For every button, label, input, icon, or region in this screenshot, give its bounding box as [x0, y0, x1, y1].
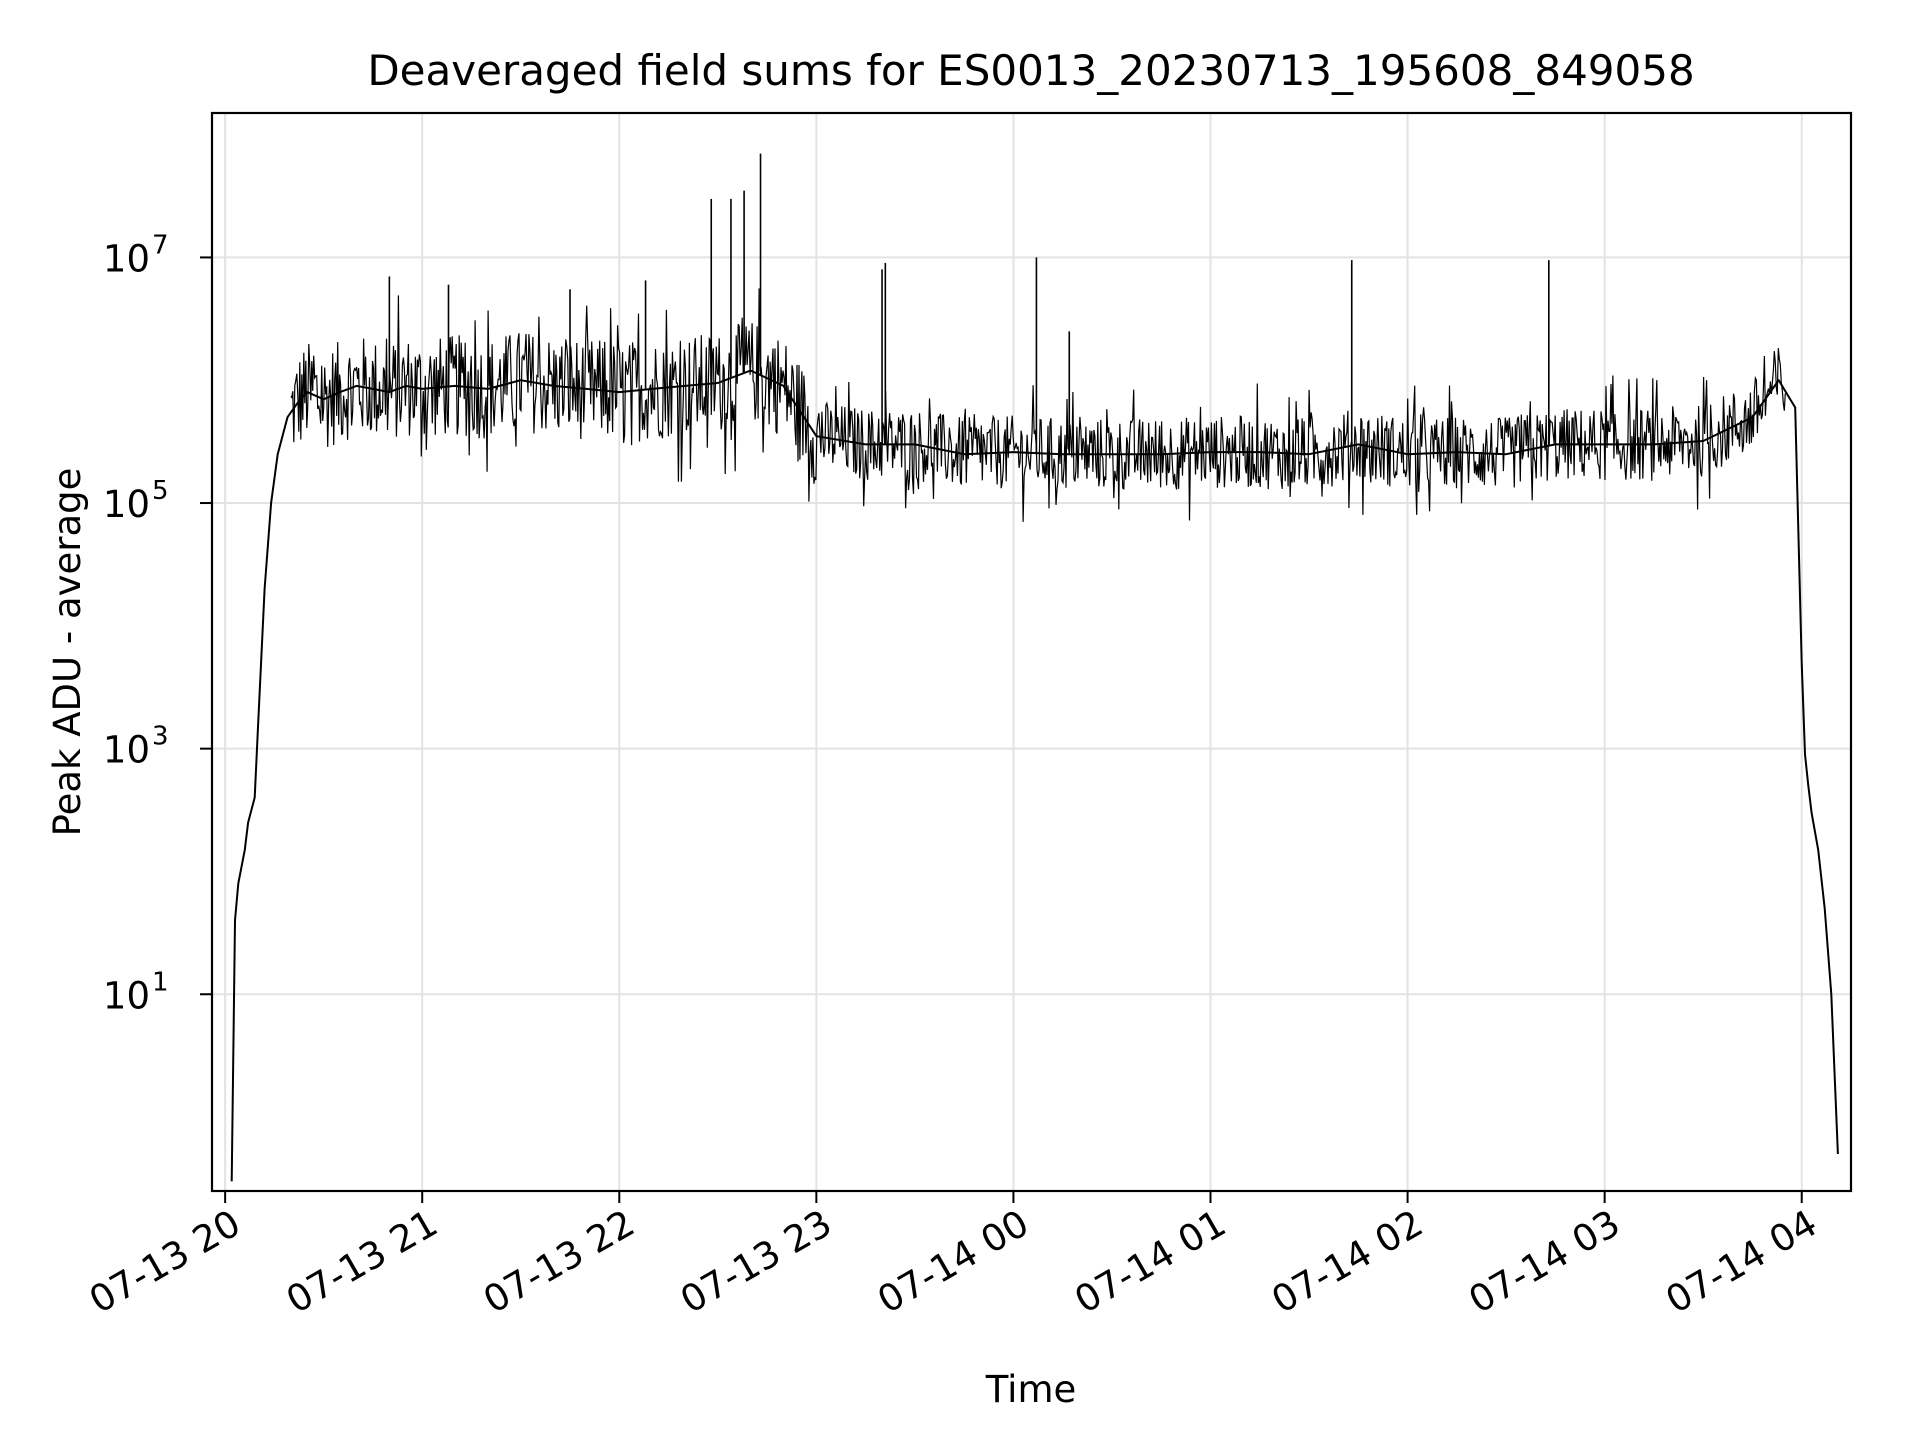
- series-layer: [230, 153, 1839, 1182]
- y-tick-base: 10: [103, 974, 150, 1017]
- y-tick-label: 10 3: [103, 722, 169, 772]
- y-tick-label: 10 7: [103, 230, 169, 280]
- y-tick-label: 10 1: [103, 967, 169, 1017]
- chart-title: Deaveraged field sums for ES0013_2023071…: [367, 46, 1694, 95]
- series-noise-band: [290, 288, 1786, 522]
- y-tick-base: 10: [103, 729, 150, 772]
- y-tick-base: 10: [103, 237, 150, 280]
- y-tick-exponent: 1: [152, 967, 169, 997]
- y-tick-base: 10: [103, 483, 150, 526]
- x-axis-label: Time: [985, 1368, 1077, 1411]
- y-tick-exponent: 5: [152, 476, 169, 506]
- y-axis-label: Peak ADU - average: [46, 468, 89, 837]
- y-tick-exponent: 3: [152, 722, 169, 752]
- plot-frame: [210, 111, 1853, 1193]
- grid-layer: [212, 113, 1851, 1191]
- y-tick-label: 10 5: [103, 476, 169, 526]
- y-tick-exponent: 7: [152, 230, 169, 260]
